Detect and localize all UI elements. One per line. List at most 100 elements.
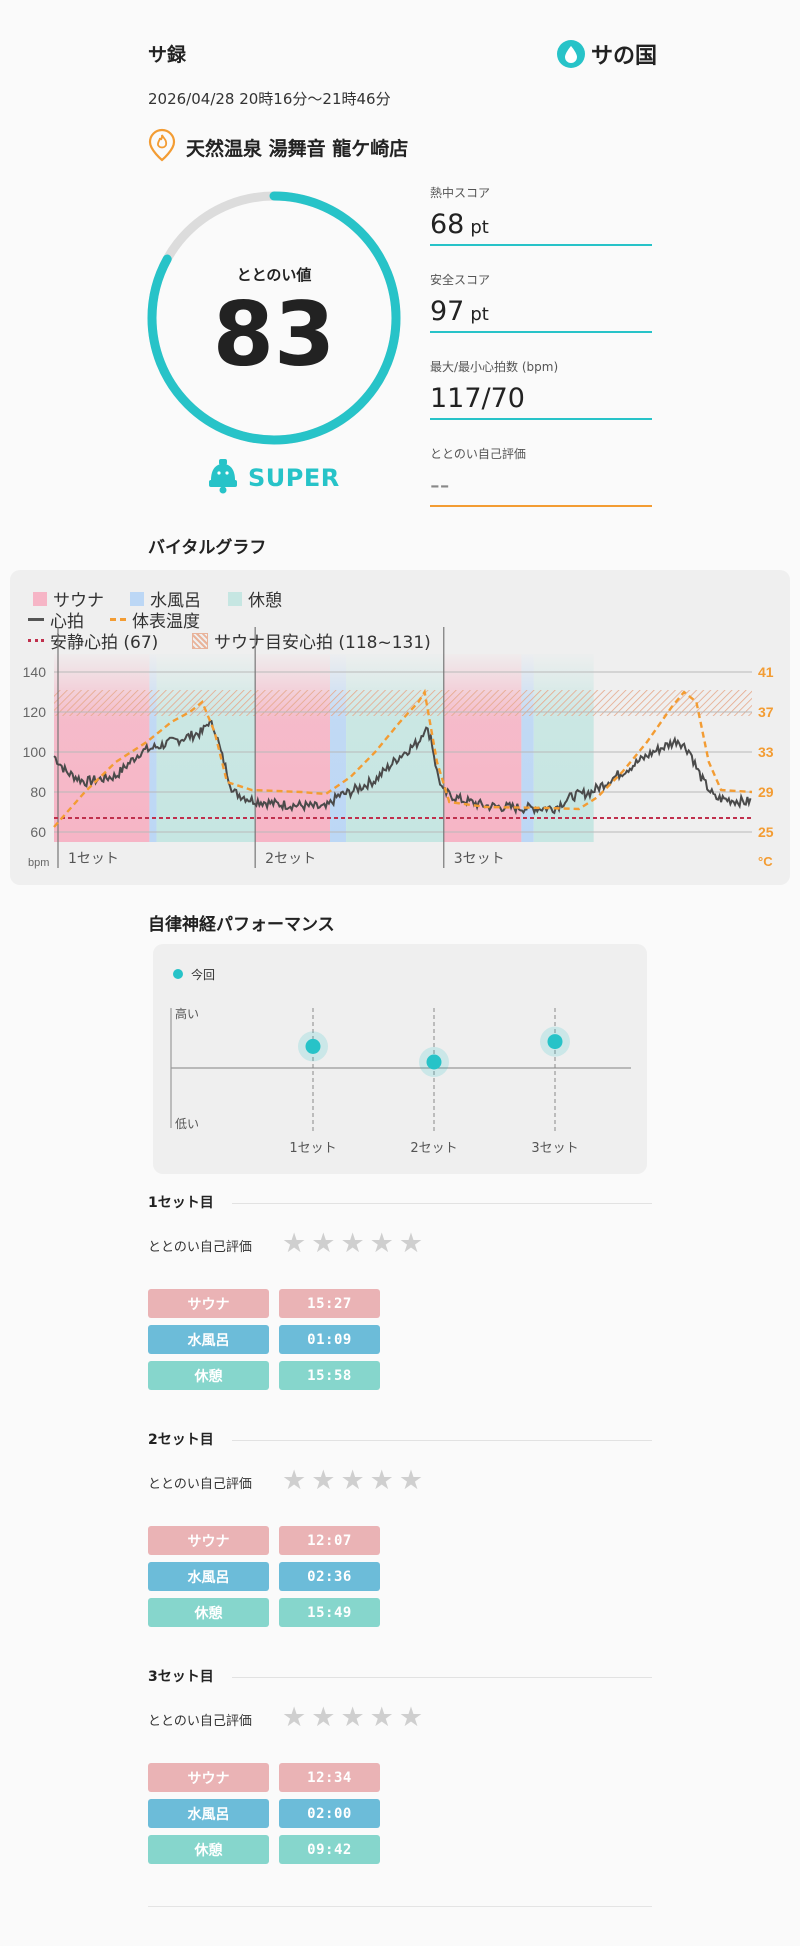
rest-label: 休憩: [148, 1598, 269, 1627]
star-icon[interactable]: ★: [398, 1228, 424, 1259]
right-tick-label: 25: [758, 824, 774, 840]
score-underline: [430, 505, 652, 507]
totonoi-gauge: [147, 191, 401, 445]
self-rating[interactable]: ととのい自己評価 --: [430, 445, 652, 507]
left-unit-label: bpm: [28, 857, 49, 869]
water-drop-icon: [557, 40, 585, 68]
left-tick-label: 100: [23, 744, 47, 760]
rest-time: 09:42: [279, 1835, 380, 1864]
facility: 天然温泉 湯舞音 龍ケ崎店: [148, 128, 408, 166]
phase-band-water: [521, 654, 534, 842]
heat-score: 熱中スコア 68 pt: [430, 184, 652, 246]
autonomic-card: 今回 高い 低い 1セット 2セット 3セット: [153, 944, 647, 1174]
water-time: 02:00: [279, 1799, 380, 1828]
set-axis-label: 1セット: [68, 851, 119, 867]
sauna-label: サウナ: [148, 1763, 269, 1792]
star-icon[interactable]: ★: [340, 1702, 365, 1733]
rank-badge: SUPER: [208, 458, 340, 498]
star-icon[interactable]: ★: [282, 1228, 307, 1259]
phase-band-rest: [156, 654, 256, 842]
set-axis-label: 3セット: [531, 1141, 578, 1156]
phase-band-sauna: [255, 654, 331, 842]
star-icon[interactable]: ★: [340, 1465, 365, 1496]
low-label: 低い: [175, 1117, 199, 1131]
star-icon[interactable]: ★: [369, 1702, 394, 1733]
star-icon[interactable]: ★: [311, 1465, 336, 1496]
score-label: 安全スコア: [430, 273, 491, 287]
brand-name: サの国: [591, 44, 658, 69]
legend-dot: [173, 969, 183, 979]
star-icon[interactable]: ★: [282, 1465, 307, 1496]
set-divider: [232, 1203, 652, 1204]
star-rating[interactable]: ★ ★ ★ ★ ★: [282, 1467, 423, 1495]
safety-score: 安全スコア 97 pt: [430, 271, 652, 333]
sauna-time: 12:07: [279, 1526, 380, 1555]
left-tick-label: 140: [23, 664, 47, 680]
autonomic-title: 自律神経パフォーマンス: [148, 915, 335, 935]
left-tick-label: 120: [23, 704, 47, 720]
score-underline: [430, 418, 652, 420]
star-rating[interactable]: ★ ★ ★ ★ ★: [282, 1704, 423, 1732]
skin-temp-line: [53, 688, 753, 828]
legend-rest: 休憩: [228, 586, 282, 611]
star-rating[interactable]: ★ ★ ★ ★ ★: [282, 1230, 423, 1258]
right-tick-label: 41: [758, 664, 774, 680]
brand-logo[interactable]: サの国: [557, 38, 657, 70]
phase-band-sauna: [443, 654, 522, 842]
right-unit-label: °C: [758, 854, 773, 869]
heart-rate-range: 最大/最小心拍数 (bpm) 117/70: [430, 358, 652, 420]
water-time: 01:09: [279, 1325, 380, 1354]
set-axis-label: 2セット: [265, 851, 316, 867]
score-value: 117/70: [430, 383, 525, 414]
session-datetime: 2026/04/28 20時16分〜21時46分: [148, 90, 391, 108]
right-tick-label: 29: [758, 784, 774, 800]
left-tick-label: 80: [30, 784, 46, 800]
totonoi-value: 83: [212, 283, 336, 386]
star-icon[interactable]: ★: [282, 1702, 307, 1733]
set-title: 3セット目: [148, 1669, 214, 1685]
star-icon[interactable]: ★: [340, 1228, 365, 1259]
phase-band-water: [330, 654, 347, 842]
level-point: [426, 1054, 442, 1070]
right-tick-label: 33: [758, 744, 774, 760]
legend-water: 水風呂: [130, 586, 201, 611]
bottom-divider: [148, 1906, 652, 1907]
legend-label: 今回: [191, 967, 215, 982]
star-icon[interactable]: ★: [398, 1702, 424, 1733]
set-rating-label: ととのい自己評価: [148, 1714, 252, 1729]
right-tick-label: 37: [758, 704, 774, 720]
star-icon[interactable]: ★: [369, 1228, 394, 1259]
set-rating-label: ととのい自己評価: [148, 1240, 252, 1255]
score-underline: [430, 331, 652, 333]
score-value: 68 pt: [430, 209, 489, 240]
set-divider: [232, 1440, 652, 1441]
sauna-label: サウナ: [148, 1289, 269, 1318]
totonoi-label: ととのい値: [236, 266, 312, 284]
sauna-pin-icon: [148, 128, 176, 166]
sauna-time: 12:34: [279, 1763, 380, 1792]
phase-band-rest: [346, 654, 444, 842]
sauna-time: 15:27: [279, 1289, 380, 1318]
set-title: 2セット目: [148, 1432, 214, 1448]
vital-graph-card: サウナ 水風呂 休憩 心拍 体表温度 安静心拍 (67) サウナ目安心拍 (11…: [10, 570, 790, 885]
rest-time: 15:49: [279, 1598, 380, 1627]
legend-resting-hr: 安静心拍 (67): [28, 628, 158, 653]
rest-time: 15:58: [279, 1361, 380, 1390]
set-axis-label: 3セット: [454, 851, 505, 867]
vital-chart: 140 120 100 80 60 41 37 33 29 25 bpm °C 1セット 2セット 3セット: [23, 627, 774, 869]
star-icon[interactable]: ★: [369, 1465, 394, 1496]
level-point: [305, 1038, 321, 1054]
water-label: 水風呂: [148, 1562, 269, 1591]
star-icon[interactable]: ★: [311, 1228, 336, 1259]
set-title: 1セット目: [148, 1195, 214, 1211]
rest-label: 休憩: [148, 1361, 269, 1390]
star-icon[interactable]: ★: [398, 1465, 424, 1496]
bell-icon: [208, 458, 238, 498]
legend-sauna: サウナ: [33, 586, 104, 611]
score-value: 97 pt: [430, 296, 489, 327]
heart-rate-line: [53, 719, 752, 816]
star-icon[interactable]: ★: [311, 1702, 336, 1733]
rest-label: 休憩: [148, 1835, 269, 1864]
water-label: 水風呂: [148, 1325, 269, 1354]
